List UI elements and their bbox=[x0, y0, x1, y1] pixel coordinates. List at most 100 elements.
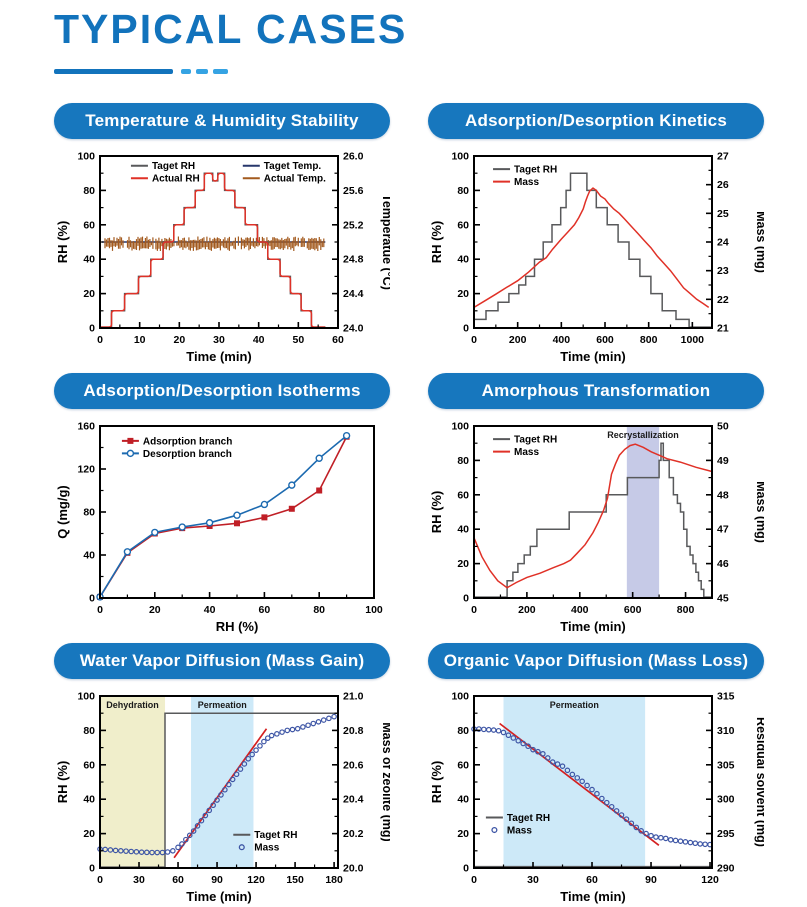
svg-text:23: 23 bbox=[717, 265, 729, 277]
underline-dash bbox=[181, 69, 191, 74]
svg-text:24.8: 24.8 bbox=[343, 254, 364, 266]
svg-text:0: 0 bbox=[471, 334, 477, 346]
svg-text:60: 60 bbox=[332, 334, 344, 346]
svg-text:49: 49 bbox=[717, 455, 729, 467]
panel-title: Amorphous Transformation bbox=[428, 373, 764, 409]
svg-text:RH (%): RH (%) bbox=[429, 761, 444, 804]
svg-text:Temperatue (°C): Temperatue (°C) bbox=[380, 194, 390, 290]
svg-text:Time (min): Time (min) bbox=[186, 889, 252, 904]
svg-text:30: 30 bbox=[213, 334, 225, 346]
svg-text:180: 180 bbox=[325, 874, 343, 886]
panel-adsorption-desorption-isotherms: Adsorption/Desorption Isotherms 0 20 40 60 8… bbox=[54, 373, 390, 638]
svg-text:120: 120 bbox=[77, 464, 95, 476]
svg-text:20.6: 20.6 bbox=[343, 759, 364, 771]
svg-text:Actual RH: Actual RH bbox=[152, 174, 200, 185]
svg-text:60: 60 bbox=[457, 759, 469, 771]
svg-text:Dehydration: Dehydration bbox=[106, 700, 159, 710]
svg-text:25.6: 25.6 bbox=[343, 185, 364, 197]
svg-text:20: 20 bbox=[457, 288, 469, 300]
svg-text:90: 90 bbox=[645, 874, 657, 886]
svg-text:40: 40 bbox=[253, 334, 265, 346]
svg-text:22: 22 bbox=[717, 294, 729, 306]
svg-text:24: 24 bbox=[717, 237, 729, 249]
chart-amorphous-transformation: Recrystallization 0 200 400 600 800 0 20 40 60 80 1… bbox=[428, 416, 764, 638]
svg-text:400: 400 bbox=[571, 604, 589, 616]
svg-text:RH (%): RH (%) bbox=[55, 761, 70, 804]
svg-text:0: 0 bbox=[463, 863, 469, 875]
chart-grid: Temperature & Humidity Stability 0 10 20 30… bbox=[54, 103, 764, 907]
svg-text:60: 60 bbox=[586, 874, 598, 886]
svg-text:20.8: 20.8 bbox=[343, 725, 364, 737]
svg-text:50: 50 bbox=[717, 421, 729, 433]
svg-text:25.2: 25.2 bbox=[343, 219, 364, 231]
svg-text:20.2: 20.2 bbox=[343, 828, 364, 840]
svg-text:160: 160 bbox=[77, 421, 95, 433]
svg-text:40: 40 bbox=[457, 794, 469, 806]
svg-text:600: 600 bbox=[596, 334, 614, 346]
svg-text:120: 120 bbox=[247, 874, 265, 886]
svg-text:47: 47 bbox=[717, 524, 729, 536]
svg-text:Mass: Mass bbox=[507, 826, 532, 837]
svg-text:100: 100 bbox=[451, 151, 469, 163]
page-title: TYPICAL CASES bbox=[54, 6, 408, 52]
svg-text:0: 0 bbox=[89, 863, 95, 875]
svg-text:Time (min): Time (min) bbox=[186, 349, 252, 364]
svg-text:Mass: Mass bbox=[254, 843, 279, 854]
svg-text:90: 90 bbox=[211, 874, 223, 886]
svg-text:Time (min): Time (min) bbox=[560, 619, 626, 634]
chart-temp-humidity-stability: 0 10 20 30 40 50 60 0 20 40 60 80 100 24.0 24.4 24.8 25.… bbox=[54, 146, 390, 368]
underline-dash bbox=[213, 69, 228, 74]
svg-text:80: 80 bbox=[457, 725, 469, 737]
svg-text:80: 80 bbox=[457, 455, 469, 467]
chart-water-vapor-diffusion: Dehydration Permeation 0 30 60 90 120 150 180 0 20… bbox=[54, 686, 390, 907]
panel-title: Organic Vapor Diffusion (Mass Loss) bbox=[428, 643, 764, 679]
svg-text:80: 80 bbox=[457, 185, 469, 197]
svg-text:Residual solvent (mg): Residual solvent (mg) bbox=[754, 717, 764, 847]
svg-text:0: 0 bbox=[97, 334, 103, 346]
svg-text:Time (min): Time (min) bbox=[560, 349, 626, 364]
svg-text:60: 60 bbox=[457, 489, 469, 501]
svg-text:0: 0 bbox=[97, 874, 103, 886]
svg-text:20.0: 20.0 bbox=[343, 863, 364, 875]
panel-amorphous-transformation: Amorphous Transformation Recrystallizati… bbox=[428, 373, 764, 638]
svg-text:Permeation: Permeation bbox=[198, 700, 247, 710]
svg-text:Actual Temp.: Actual Temp. bbox=[264, 174, 326, 185]
svg-text:50: 50 bbox=[292, 334, 304, 346]
svg-text:120: 120 bbox=[701, 874, 719, 886]
chart-adsorption-desorption-isotherms: 0 20 40 60 80 100 0 40 80 120 160 RH (%) Q (mg/g) Ads… bbox=[54, 416, 390, 638]
chart-organic-vapor-diffusion: Permeation 0 30 60 90 120 0 20 40 60 80 100 290 295 30… bbox=[428, 686, 764, 907]
svg-text:20: 20 bbox=[173, 334, 185, 346]
svg-text:315: 315 bbox=[717, 691, 735, 703]
svg-text:30: 30 bbox=[133, 874, 145, 886]
svg-text:200: 200 bbox=[509, 334, 527, 346]
svg-text:1000: 1000 bbox=[681, 334, 705, 346]
svg-text:0: 0 bbox=[97, 604, 103, 616]
svg-text:Taget RH: Taget RH bbox=[254, 830, 297, 841]
svg-text:40: 40 bbox=[83, 550, 95, 562]
svg-text:24.0: 24.0 bbox=[343, 323, 364, 335]
svg-text:310: 310 bbox=[717, 725, 735, 737]
svg-text:20: 20 bbox=[457, 558, 469, 570]
svg-text:200: 200 bbox=[518, 604, 536, 616]
svg-text:100: 100 bbox=[77, 691, 95, 703]
svg-text:10: 10 bbox=[134, 334, 146, 346]
svg-text:100: 100 bbox=[77, 151, 95, 163]
svg-text:40: 40 bbox=[83, 254, 95, 266]
svg-text:40: 40 bbox=[457, 254, 469, 266]
underline-solid bbox=[54, 69, 173, 74]
svg-text:Taget Temp.: Taget Temp. bbox=[264, 161, 322, 172]
svg-text:0: 0 bbox=[471, 874, 477, 886]
svg-text:Taget RH: Taget RH bbox=[514, 435, 557, 446]
svg-text:80: 80 bbox=[83, 507, 95, 519]
svg-text:Permeation: Permeation bbox=[550, 700, 599, 710]
panel-title: Temperature & Humidity Stability bbox=[54, 103, 390, 139]
svg-text:Mass (mg): Mass (mg) bbox=[754, 481, 764, 543]
svg-text:RH (%): RH (%) bbox=[429, 491, 444, 534]
svg-text:60: 60 bbox=[83, 219, 95, 231]
panel-title: Adsorption/Desorption Kinetics bbox=[428, 103, 764, 139]
svg-text:150: 150 bbox=[286, 874, 304, 886]
svg-text:40: 40 bbox=[83, 794, 95, 806]
svg-text:Adsorption branch: Adsorption branch bbox=[143, 436, 232, 447]
underline-dash bbox=[196, 69, 208, 74]
